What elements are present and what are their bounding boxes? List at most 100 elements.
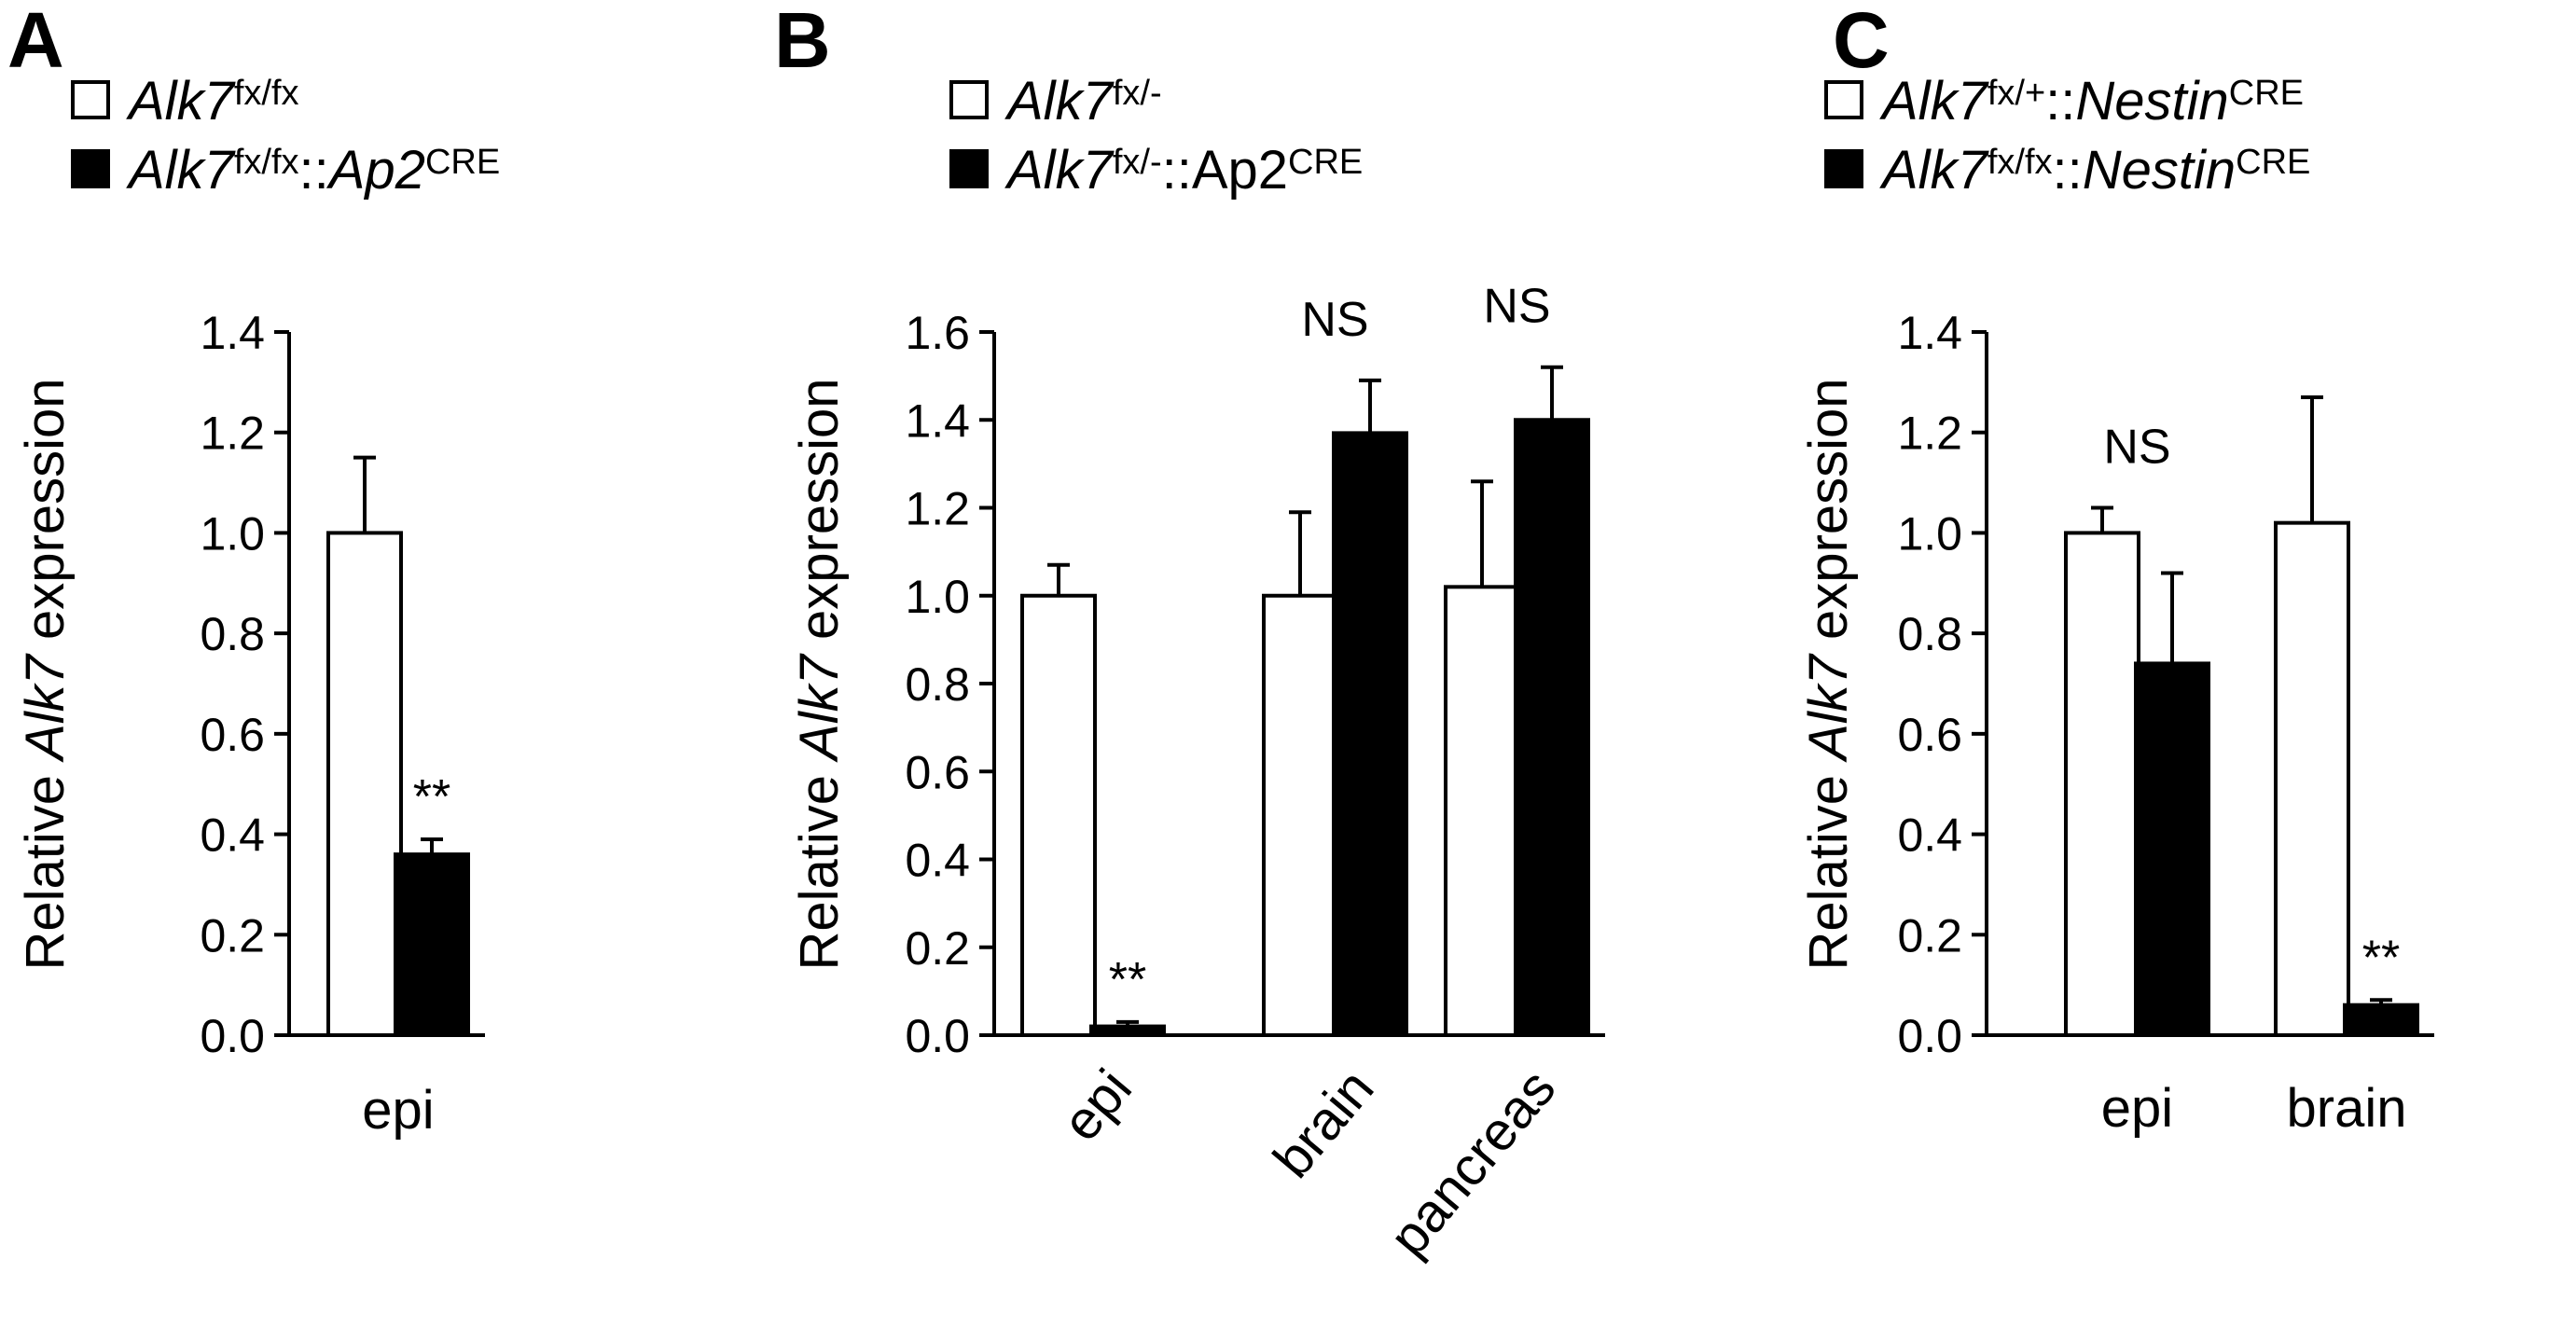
ns-label: NS — [1301, 293, 1368, 347]
legend-superscript: fx/fx — [234, 74, 299, 113]
significance-stars: ** — [413, 770, 450, 824]
category-label: epi — [362, 1080, 434, 1141]
category-label: brain — [1262, 1058, 1386, 1190]
y-axis-label-part: expression — [1798, 378, 1859, 655]
y-tick-label: 0.8 — [200, 608, 265, 660]
legend-swatch-black — [1824, 149, 1863, 188]
y-tick-label: 1.4 — [200, 307, 265, 359]
y-tick-label: 1.2 — [200, 408, 265, 460]
legend-label: Alk7fx/+::NestinCRE — [1879, 71, 2304, 131]
legend-swatch-black — [71, 149, 110, 188]
y-axis-label-gene: Alk7 — [789, 652, 850, 763]
legend-text-part: Alk7 — [1879, 71, 1990, 131]
bar-epi-white — [2064, 531, 2140, 1037]
panel-c: CAlk7fx/+::NestinCREAlk7fx/fx::NestinCRE… — [1798, 0, 2434, 1139]
y-tick-label: 1.2 — [905, 483, 970, 535]
legend-superscript: fx/fx — [1987, 143, 2053, 182]
panel-letter: B — [774, 0, 831, 84]
y-tick-label: 0.2 — [905, 922, 970, 975]
y-tick-label: 0.4 — [905, 835, 970, 887]
ns-label: NS — [2103, 421, 2170, 475]
bar-brain-black — [2343, 1003, 2419, 1037]
bar-pancreas-white — [1444, 585, 1520, 1037]
legend-text-part: Alk7 — [126, 140, 237, 201]
legend-superscript: CRE — [425, 143, 500, 182]
y-tick-label: 0.6 — [905, 746, 970, 798]
y-tick-label: 0.2 — [1897, 909, 1962, 961]
y-axis-label-part: Relative — [1798, 760, 1859, 971]
y-tick-label: 1.6 — [905, 307, 970, 359]
legend-text-part: Nestin — [2075, 71, 2228, 131]
legend-swatch-white — [1824, 80, 1863, 119]
y-tick-label: 1.0 — [1897, 507, 1962, 560]
bar-epi-black — [2134, 661, 2210, 1037]
legend-superscript: CRE — [1288, 143, 1363, 182]
category-label: brain — [2287, 1078, 2407, 1139]
bar-epi-black — [394, 852, 470, 1037]
y-axis-label-part: Relative — [15, 760, 76, 971]
bar-pancreas-black — [1514, 418, 1590, 1037]
category-label: epi — [1050, 1058, 1143, 1153]
category-label: epi — [2101, 1078, 2173, 1139]
legend-text-part: :: — [2045, 71, 2075, 131]
y-tick-label: 0.0 — [200, 1010, 265, 1062]
y-tick-label: 1.0 — [200, 507, 265, 560]
bar-epi-white — [1020, 593, 1097, 1037]
legend-superscript: fx/- — [1113, 74, 1162, 113]
legend-superscript: fx/fx — [234, 143, 299, 182]
y-tick-label: 1.4 — [1897, 307, 1962, 359]
y-tick-label: 0.8 — [1897, 608, 1962, 660]
legend-label: Alk7fx/fx::NestinCRE — [1879, 140, 2310, 201]
bar-brain-white — [2274, 520, 2350, 1037]
legend-text-part: Alk7 — [1879, 140, 1990, 201]
y-tick-label: 0.4 — [200, 809, 265, 862]
legend-superscript: fx/- — [1113, 143, 1162, 182]
legend-text-part: ::Ap2 — [1162, 140, 1288, 201]
legend-label: Alk7fx/fx::Ap2CRE — [126, 140, 500, 201]
legend-text-part: :: — [299, 140, 329, 201]
legend-superscript: CRE — [2229, 74, 2304, 113]
y-tick-label: 0.6 — [200, 709, 265, 761]
bar-epi-black — [1089, 1024, 1166, 1037]
y-axis-label-part: expression — [15, 378, 76, 655]
legend-text-part: Alk7 — [1004, 140, 1115, 201]
legend-label: Alk7fx/-::Ap2CRE — [1004, 140, 1363, 201]
legend-swatch-white — [71, 80, 110, 119]
y-tick-label: 0.0 — [905, 1010, 970, 1062]
y-axis-label: Relative Alk7 expression — [789, 378, 850, 970]
significance-stars: ** — [1109, 953, 1146, 1007]
y-axis-label-part: expression — [789, 378, 850, 655]
y-tick-label: 1.0 — [905, 571, 970, 623]
legend-superscript: fx/+ — [1987, 74, 2045, 113]
bar-brain-white — [1262, 593, 1338, 1037]
y-axis-label: Relative Alk7 expression — [15, 378, 76, 970]
legend-label: Alk7fx/- — [1004, 71, 1162, 131]
y-tick-label: 1.2 — [1897, 408, 1962, 460]
legend-text-part: Alk7 — [1004, 71, 1115, 131]
y-axis-label-part: Relative — [789, 760, 850, 971]
legend-swatch-black — [949, 149, 989, 188]
legend-superscript: CRE — [2236, 143, 2310, 182]
legend-text-part: Alk7 — [126, 71, 237, 131]
panel-letter: A — [7, 0, 64, 84]
legend-label: Alk7fx/fx — [126, 71, 299, 131]
legend-text-part: Ap2 — [326, 140, 425, 201]
y-tick-label: 1.4 — [905, 394, 970, 447]
y-axis-label-gene: Alk7 — [1798, 652, 1859, 763]
bar-brain-black — [1332, 431, 1408, 1037]
y-tick-label: 0.2 — [200, 909, 265, 961]
legend-text-part: :: — [2053, 140, 2083, 201]
y-axis-label: Relative Alk7 expression — [1798, 378, 1859, 970]
significance-stars: ** — [2362, 931, 2400, 985]
y-axis-label-gene: Alk7 — [15, 652, 76, 763]
y-tick-label: 0.8 — [905, 658, 970, 711]
legend-swatch-white — [949, 80, 989, 119]
legend-text-part: Nestin — [2083, 140, 2236, 201]
ns-label: NS — [1483, 280, 1550, 334]
bar-epi-white — [326, 531, 403, 1037]
y-tick-label: 0.4 — [1897, 809, 1962, 862]
panel-letter: C — [1833, 0, 1890, 84]
